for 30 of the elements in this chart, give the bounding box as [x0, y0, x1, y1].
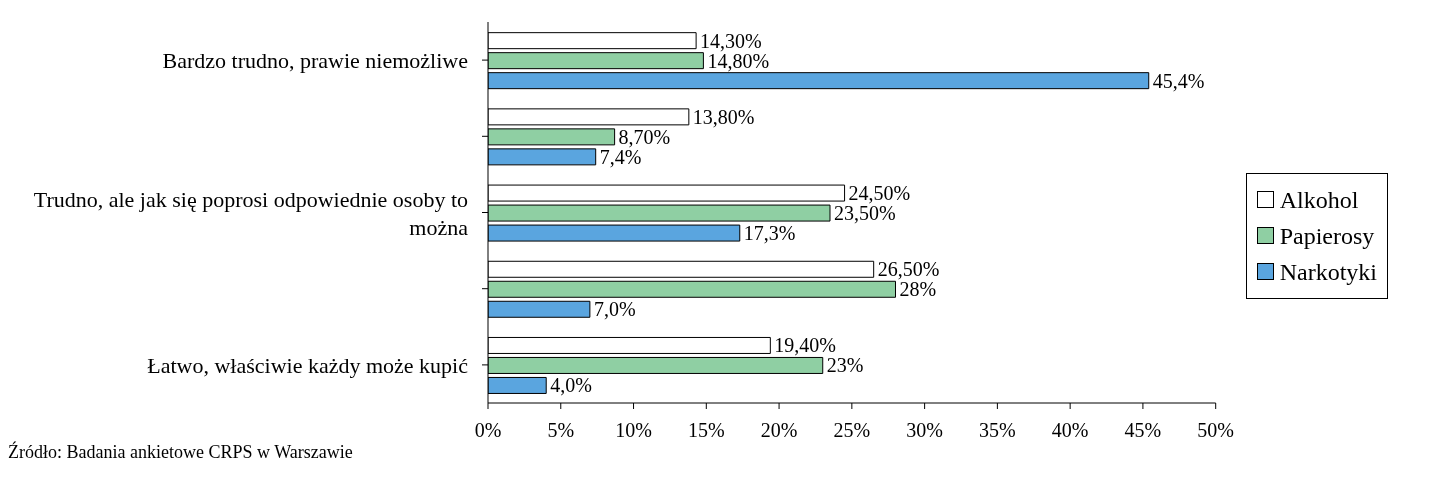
x-tick-label: 50%: [1197, 419, 1235, 442]
x-tick-label: 45%: [1124, 419, 1162, 442]
data-label: 8,70%: [618, 125, 671, 148]
data-label: 45,4%: [1152, 69, 1205, 92]
data-label: 24,50%: [848, 182, 911, 205]
data-label: 13,80%: [692, 105, 755, 128]
x-tick-label: 15%: [687, 419, 725, 442]
legend-label: Alkohol: [1278, 185, 1360, 215]
x-tick-label: 35%: [979, 419, 1016, 442]
x-tick-label: 20%: [760, 419, 798, 442]
data-label: 26,50%: [877, 258, 940, 281]
data-label: 23%: [826, 354, 864, 377]
y-tick-label: Bardzo trudno, prawie niemożliwe: [162, 47, 468, 73]
legend-label: Narkotyki: [1278, 257, 1377, 287]
x-tick-label: 25%: [833, 419, 871, 442]
y-tick-label: Trudno, ale jak się poprosi odpowiednie osoby to można: [33, 186, 469, 239]
text: Źródło: Badania ankietowe CRPS w Warszawie: [8, 442, 353, 463]
data-label: 28%: [899, 278, 937, 301]
data-label: 19,40%: [774, 334, 837, 357]
x-tick-label: 5%: [547, 419, 575, 442]
data-label: 14,30%: [700, 29, 762, 52]
y-tick-label: Łatwo, właściwie każdy może kupić: [147, 352, 469, 378]
x-tick-label: 40%: [1051, 419, 1089, 442]
data-label: 17,3%: [743, 222, 796, 245]
legend-label: Papierosy: [1278, 221, 1376, 251]
data-label: 4,0%: [550, 374, 592, 397]
x-tick-label: 10%: [615, 419, 652, 442]
x-tick-label: 30%: [906, 419, 943, 442]
data-label: 7,0%: [593, 298, 636, 321]
x-tick-label: 0%: [474, 419, 502, 442]
